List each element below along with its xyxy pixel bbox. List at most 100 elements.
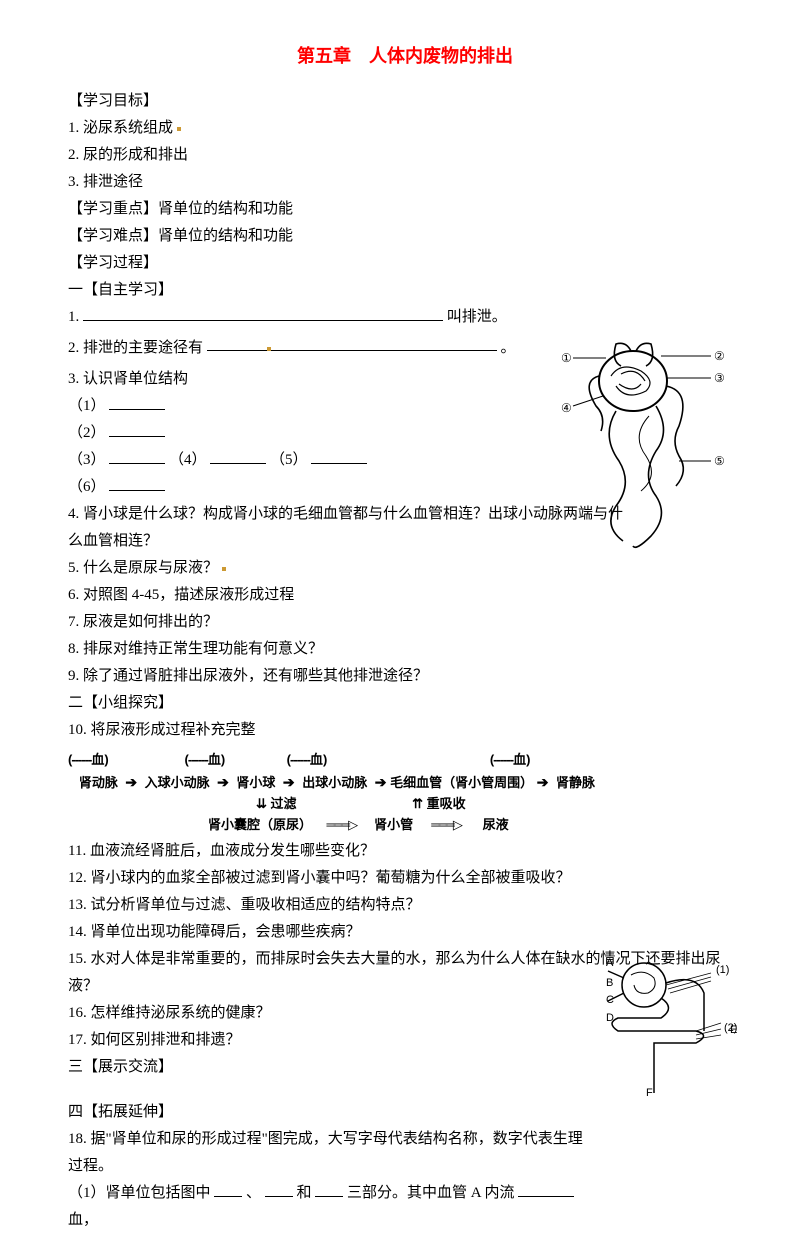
section-2-header: 二【小组探究】 xyxy=(68,690,742,717)
blood-label: 血 xyxy=(91,752,104,767)
fill-blank[interactable] xyxy=(207,335,497,351)
label-b: B xyxy=(606,977,613,989)
arrow-icon: ➔ xyxy=(213,774,233,790)
dash: (------ xyxy=(185,752,208,767)
dot-icon xyxy=(222,567,226,571)
num-1: (1) xyxy=(716,964,729,976)
down-arrow-icon: ⇊ xyxy=(256,796,271,811)
q18b-suf: 血， xyxy=(68,1212,98,1228)
q1-prefix: 1. xyxy=(68,309,79,325)
arrow-icon: ➔ xyxy=(279,774,299,790)
q18b-pre: （1）肾单位包括图中 xyxy=(68,1185,211,1201)
fill-blank[interactable] xyxy=(214,1181,242,1197)
question-10: 10. 将尿液形成过程补充完整 xyxy=(68,717,742,744)
key-point: 【学习重点】肾单位的结构和功能 xyxy=(68,196,742,223)
label-f: F xyxy=(646,1087,653,1098)
question-5: 5. 什么是原尿与尿液？ xyxy=(68,555,742,582)
label-4: ④ xyxy=(561,401,572,415)
section-4-header: 四【拓展延伸】 xyxy=(68,1099,742,1126)
label-1: ① xyxy=(561,351,572,365)
fill-blank[interactable] xyxy=(109,448,165,464)
fill-blank[interactable] xyxy=(83,305,443,321)
question-9: 9. 除了通过肾脏排出尿液外，还有哪些其他排泄途径？ xyxy=(68,663,742,690)
hollow-arrow-icon: ═══▷ xyxy=(431,817,461,832)
dash: (------ xyxy=(287,752,310,767)
dash-close: ) xyxy=(323,752,327,767)
goal-item: 1. 泌尿系统组成 xyxy=(68,115,742,142)
question-1: 1. 叫排泄。 xyxy=(68,304,742,331)
label-5: ⑤ xyxy=(714,454,725,468)
hollow-arrow-icon: ═══▷ xyxy=(326,817,356,832)
up-arrow-icon: ⇈ xyxy=(412,796,427,811)
sep: 、 xyxy=(246,1185,261,1201)
goal-item: 2. 尿的形成和排出 xyxy=(68,142,742,169)
fill-blank[interactable] xyxy=(109,475,165,491)
node: 肾静脉 xyxy=(556,775,595,790)
q3-item-label: （1） xyxy=(68,398,106,414)
question-18b: （1）肾单位包括图中 、 和 三部分。其中血管 A 内流 血， xyxy=(68,1180,588,1234)
process-header: 【学习过程】 xyxy=(68,250,742,277)
goal-item: 3. 排泄途径 xyxy=(68,169,742,196)
dash-close: ) xyxy=(221,752,225,767)
page-title: 第五章 人体内废物的排出 xyxy=(68,40,742,72)
node: 尿液 xyxy=(483,817,509,832)
question-14: 14. 肾单位出现功能障碍后，会患哪些疾病？ xyxy=(68,919,742,946)
q2-end: 。 xyxy=(501,340,516,356)
q3-item-label: （4） xyxy=(169,452,207,468)
flow-vertical: ⇊ 过滤 ⇈ 重吸收 xyxy=(68,794,742,815)
q18b-mid3: 三部分。其中血管 A 内流 xyxy=(347,1185,515,1201)
sep: 和 xyxy=(297,1185,312,1201)
goals-header: 【学习目标】 xyxy=(68,88,742,115)
node: 肾小囊腔（原尿） xyxy=(208,817,312,832)
dash: (------ xyxy=(68,752,91,767)
q2-text: 2. 排泄的主要途径有 xyxy=(68,340,203,356)
question-18a: 18. 据"肾单位和尿的形成过程"图完成，大写字母代表结构名称，数字代表生理过程… xyxy=(68,1126,588,1180)
question-7: 7. 尿液是如何排出的？ xyxy=(68,609,742,636)
label-2: ② xyxy=(714,349,725,363)
dash-close: ) xyxy=(526,752,530,767)
difficulty: 【学习难点】肾单位的结构和功能 xyxy=(68,223,742,250)
node: 入球小动脉 xyxy=(145,775,210,790)
dot-icon xyxy=(267,347,271,351)
reabsorb-label: 重吸收 xyxy=(427,796,466,811)
q3-item-label: （6） xyxy=(68,479,106,495)
fill-blank[interactable] xyxy=(518,1181,574,1197)
q14-text: 14. 肾单位出现功能障碍后，会患哪些疾病？ xyxy=(68,924,361,940)
node: 出球小动脉 xyxy=(302,775,367,790)
arrow-icon: ➔ xyxy=(371,774,387,790)
node: 毛细血管（肾小管周围） xyxy=(390,775,533,790)
q3-item-label: （5） xyxy=(270,452,308,468)
question-6: 6. 对照图 4-45，描述尿液形成过程 xyxy=(68,582,742,609)
question-8: 8. 排尿对维持正常生理功能有何意义？ xyxy=(68,636,742,663)
fill-blank[interactable] xyxy=(210,448,266,464)
label-d: D xyxy=(606,1012,614,1024)
arrow-icon: ➔ xyxy=(537,774,553,790)
fill-blank[interactable] xyxy=(109,421,165,437)
goal-text: 1. 泌尿系统组成 xyxy=(68,120,173,136)
arrow-icon: ➔ xyxy=(121,774,141,790)
filter-label: 过滤 xyxy=(271,796,297,811)
flow-top-labels: (------血) (------血) (------血) (------血) xyxy=(68,750,742,771)
node: 肾动脉 xyxy=(79,775,118,790)
fill-blank[interactable] xyxy=(109,394,165,410)
dash-close: ) xyxy=(104,752,108,767)
q1-suffix: 叫排泄。 xyxy=(447,309,507,325)
q3-item-label: （2） xyxy=(68,425,106,441)
label-a: A xyxy=(606,957,614,969)
blood-label: 血 xyxy=(310,752,323,767)
q3-item-label: （3） xyxy=(68,452,106,468)
q5-text: 5. 什么是原尿与尿液？ xyxy=(68,560,218,576)
fill-blank[interactable] xyxy=(311,448,367,464)
dash: (------ xyxy=(490,752,513,767)
kidney-diagram-icon: ① ② ③ ④ ⑤ xyxy=(561,336,736,556)
question-12: 12. 肾小球内的血浆全部被过滤到肾小囊中吗？葡萄糖为什么全部被重吸收？ xyxy=(68,865,742,892)
label-3: ③ xyxy=(714,371,725,385)
fill-blank[interactable] xyxy=(315,1181,343,1197)
label-c: C xyxy=(606,994,614,1006)
blood-label: 血 xyxy=(513,752,526,767)
fill-blank[interactable] xyxy=(265,1181,293,1197)
dot-icon xyxy=(177,127,181,131)
question-11: 11. 血液流经肾脏后，血液成分发生哪些变化？ xyxy=(68,838,742,865)
question-13: 13. 试分析肾单位与过滤、重吸收相适应的结构特点？ xyxy=(68,892,742,919)
flow-diagram: (------血) (------血) (------血) (------血) … xyxy=(68,750,742,835)
